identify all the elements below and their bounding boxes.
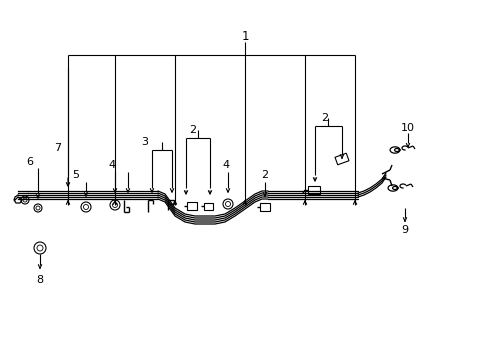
Text: 6: 6 xyxy=(26,157,34,167)
Text: 8: 8 xyxy=(37,275,43,285)
Bar xyxy=(260,203,269,211)
Bar xyxy=(307,186,319,194)
Bar xyxy=(334,153,348,165)
Text: 1: 1 xyxy=(241,31,248,44)
Text: 10: 10 xyxy=(400,123,414,133)
Text: 2: 2 xyxy=(189,125,196,135)
Bar xyxy=(203,202,212,210)
Text: 5: 5 xyxy=(72,170,80,180)
Text: 4: 4 xyxy=(108,160,115,170)
Text: 9: 9 xyxy=(401,225,408,235)
Text: 4: 4 xyxy=(222,160,229,170)
Text: 3: 3 xyxy=(141,137,148,147)
Text: 2: 2 xyxy=(321,113,328,123)
Bar xyxy=(186,202,197,210)
Text: 7: 7 xyxy=(54,143,61,153)
Text: 2: 2 xyxy=(261,170,268,180)
